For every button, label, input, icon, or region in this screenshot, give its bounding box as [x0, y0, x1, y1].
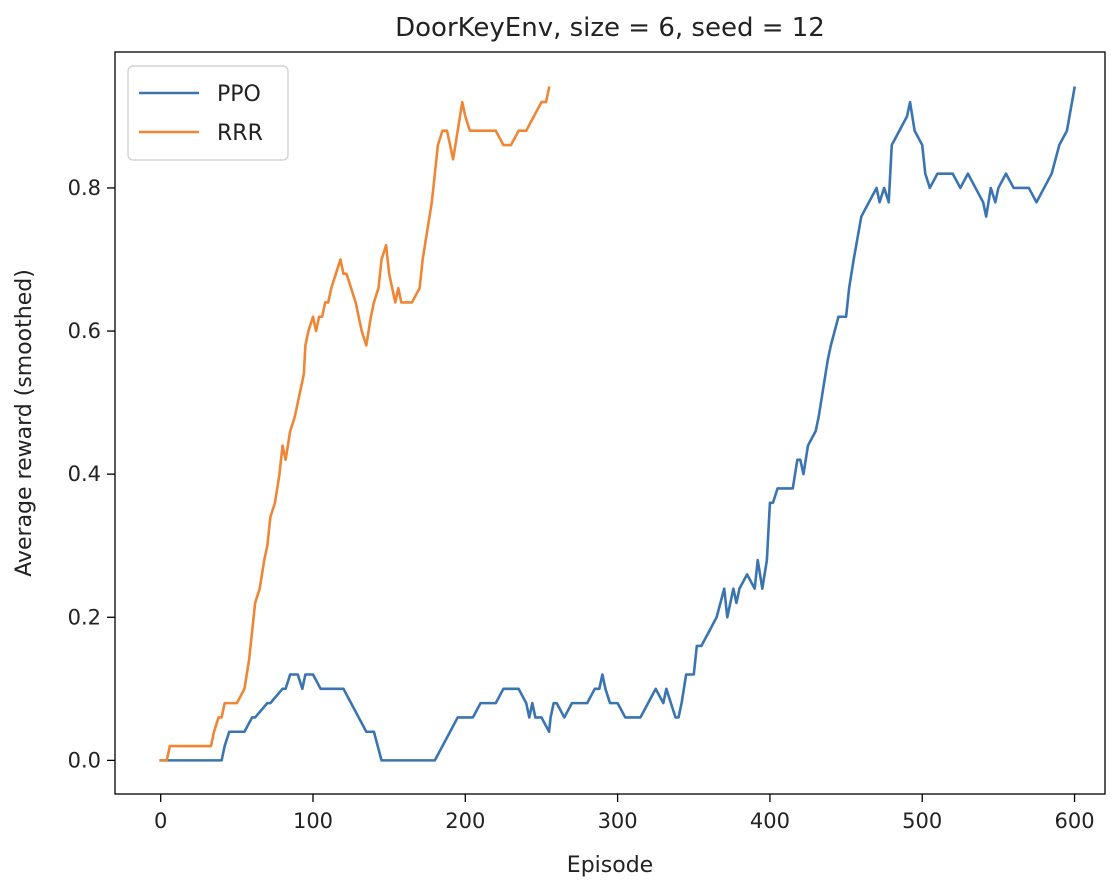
- x-tick-label: 500: [902, 809, 942, 833]
- y-tick-label: 0.4: [68, 462, 101, 486]
- x-tick-label: 200: [445, 809, 485, 833]
- x-axis: 0 100 200 300 400 500 600: [154, 794, 1095, 833]
- legend-label-ppo: PPO: [217, 82, 261, 107]
- legend-label-rrr: RRR: [217, 121, 263, 146]
- series-line-rrr: [159, 86, 551, 762]
- y-tick-label: 0.0: [68, 748, 101, 772]
- y-axis-label: Average reward (smoothed): [12, 269, 37, 577]
- y-tick-label: 0.8: [68, 176, 101, 200]
- y-tick-label: 0.2: [68, 605, 101, 629]
- plot-frame: [114, 51, 1106, 795]
- x-tick-label: 0: [154, 809, 167, 833]
- y-axis: 0.0 0.2 0.4 0.6 0.8: [68, 176, 115, 772]
- legend-box: [127, 65, 289, 161]
- x-tick-label: 600: [1054, 809, 1094, 833]
- chart-title: DoorKeyEnv, size = 6, seed = 12: [395, 13, 825, 43]
- legend: PPO RRR: [127, 65, 289, 161]
- y-tick-label: 0.6: [68, 319, 101, 343]
- x-axis-label: Episode: [567, 853, 653, 878]
- x-tick-label: 400: [750, 809, 790, 833]
- x-tick-label: 300: [598, 809, 638, 833]
- series-line-ppo: [159, 86, 1077, 762]
- x-tick-label: 100: [293, 809, 333, 833]
- series-layer: [159, 86, 1077, 762]
